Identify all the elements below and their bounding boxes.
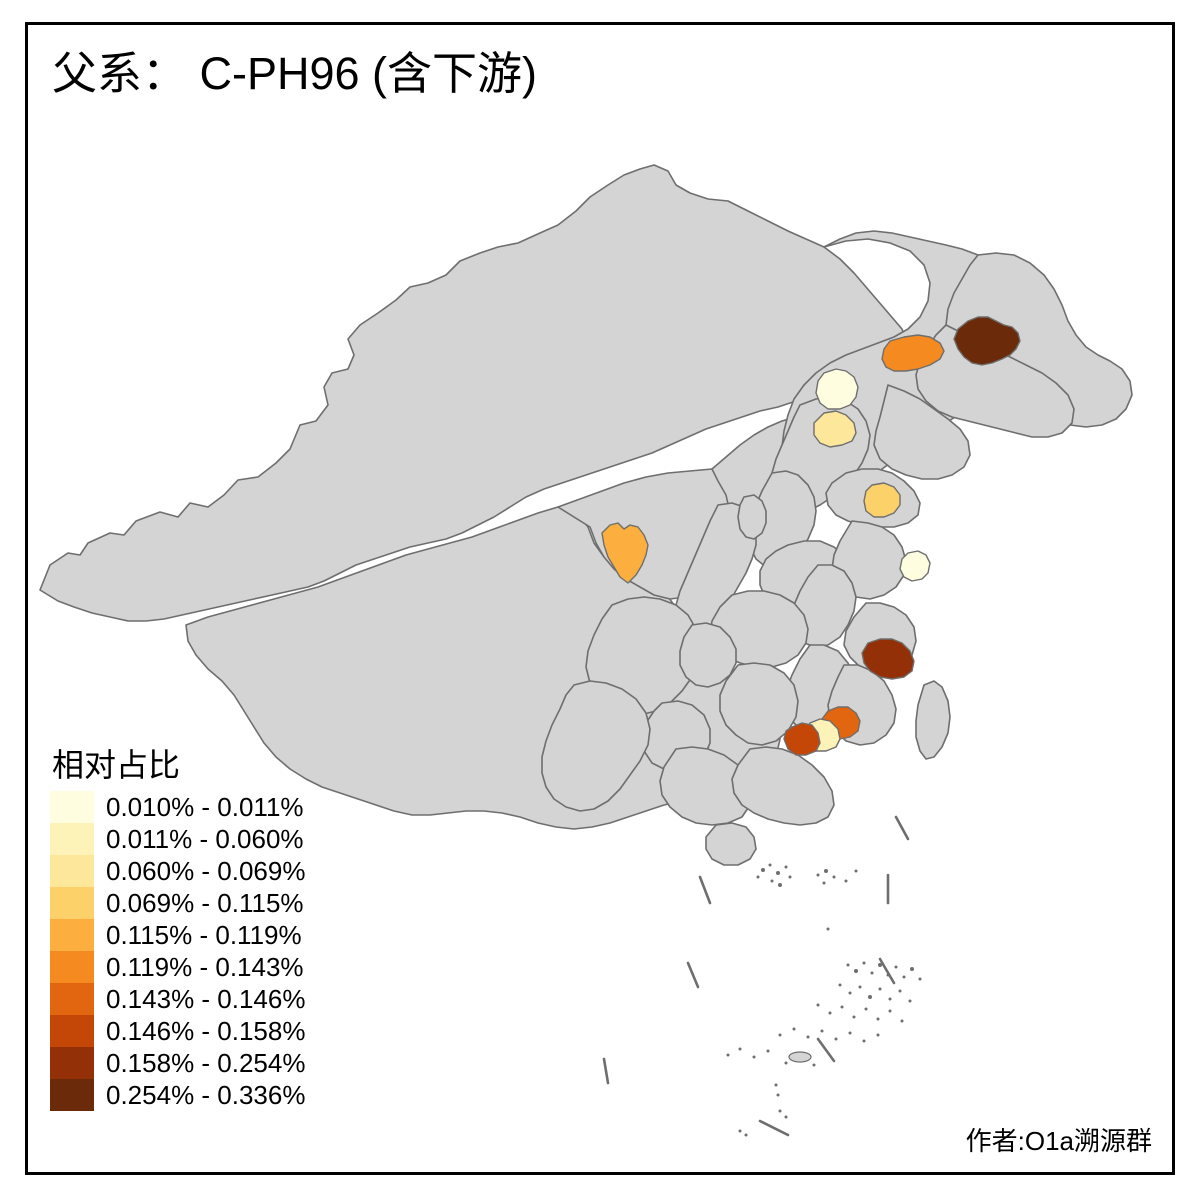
- legend-label: 0.146% - 0.158%: [106, 1016, 306, 1047]
- region-chongqing-base[interactable]: [679, 622, 737, 688]
- legend-row: 0.060% - 0.069%: [50, 855, 380, 888]
- author-credit: 作者:O1a溯源群: [965, 1126, 1152, 1156]
- region-chongqing-central[interactable]: [601, 522, 649, 584]
- legend-label: 0.158% - 0.254%: [106, 1048, 306, 1079]
- region-heilongjiang-mudanjiang[interactable]: [953, 316, 1021, 366]
- page-title: 父系： C-PH96 (含下游): [52, 48, 538, 99]
- choropleth-layer[interactable]: [601, 316, 1021, 756]
- legend-label: 0.254% - 0.336%: [106, 1080, 306, 1111]
- legend-swatch: [50, 919, 94, 952]
- legend-swatch: [50, 983, 94, 1016]
- region-zhejiang-ningbo[interactable]: [899, 550, 931, 582]
- region-yunnan[interactable]: [541, 680, 651, 812]
- region-xinjiang[interactable]: [39, 164, 909, 622]
- region-guangxi[interactable]: [659, 746, 753, 826]
- region-guangdong-base[interactable]: [731, 746, 835, 826]
- region-liaoning[interactable]: [873, 384, 971, 480]
- legend-swatch: [50, 791, 94, 824]
- legend-label: 0.069% - 0.115%: [106, 888, 304, 919]
- nine-dash-line-layer: [602, 815, 910, 1137]
- legend-swatch: [50, 951, 94, 984]
- legend-row: 0.069% - 0.115%: [50, 887, 380, 920]
- legend-row: 0.119% - 0.143%: [50, 951, 380, 984]
- region-hunan[interactable]: [719, 662, 799, 746]
- legend-label: 0.010% - 0.011%: [106, 792, 304, 823]
- china-choropleth-map[interactable]: [28, 25, 1172, 1172]
- region-hebei-baoding[interactable]: [813, 410, 857, 448]
- region-fujian-quanzhou[interactable]: [861, 638, 915, 680]
- legend-row: 0.010% - 0.011%: [50, 791, 380, 824]
- legend-swatch: [50, 887, 94, 920]
- region-jilin[interactable]: [915, 324, 1075, 438]
- region-jilin-baicheng[interactable]: [881, 334, 945, 372]
- legend-label: 0.011% - 0.060%: [106, 824, 304, 855]
- legend-swatch: [50, 855, 94, 888]
- region-ningxia[interactable]: [737, 494, 767, 540]
- region-jiangsu-lianyungang[interactable]: [863, 482, 901, 518]
- legend-swatch: [50, 1015, 94, 1048]
- south-china-sea-layer: [726, 863, 922, 1137]
- region-hebei-zhangjiakou[interactable]: [815, 368, 859, 410]
- region-guangdong-dongguan[interactable]: [783, 722, 821, 756]
- map-canvas[interactable]: [28, 25, 1172, 1172]
- legend-title: 相对占比: [52, 747, 181, 783]
- legend-label: 0.115% - 0.119%: [106, 920, 302, 951]
- land-layer: [39, 164, 1133, 866]
- legend-row: 0.146% - 0.158%: [50, 1015, 380, 1048]
- legend-row: 0.115% - 0.119%: [50, 919, 380, 952]
- legend-label: 0.060% - 0.069%: [106, 856, 306, 887]
- legend-label: 0.143% - 0.146%: [106, 984, 306, 1015]
- legend-swatch: [50, 1047, 94, 1080]
- region-hainan[interactable]: [705, 822, 757, 866]
- legend-row: 0.143% - 0.146%: [50, 983, 380, 1016]
- legend-row: 0.011% - 0.060%: [50, 823, 380, 856]
- legend-row: 0.254% - 0.336%: [50, 1079, 380, 1112]
- legend-label: 0.119% - 0.143%: [106, 952, 304, 983]
- legend-row: 0.158% - 0.254%: [50, 1047, 380, 1080]
- legend: 相对占比 0.010% - 0.011% 0.011% - 0.060% 0.060…: [50, 747, 380, 1112]
- legend-swatch: [50, 823, 94, 856]
- legend-rows: 0.010% - 0.011% 0.011% - 0.060% 0.060% - 0…: [50, 791, 380, 1112]
- legend-swatch: [50, 1079, 94, 1112]
- region-taiwan[interactable]: [915, 680, 951, 760]
